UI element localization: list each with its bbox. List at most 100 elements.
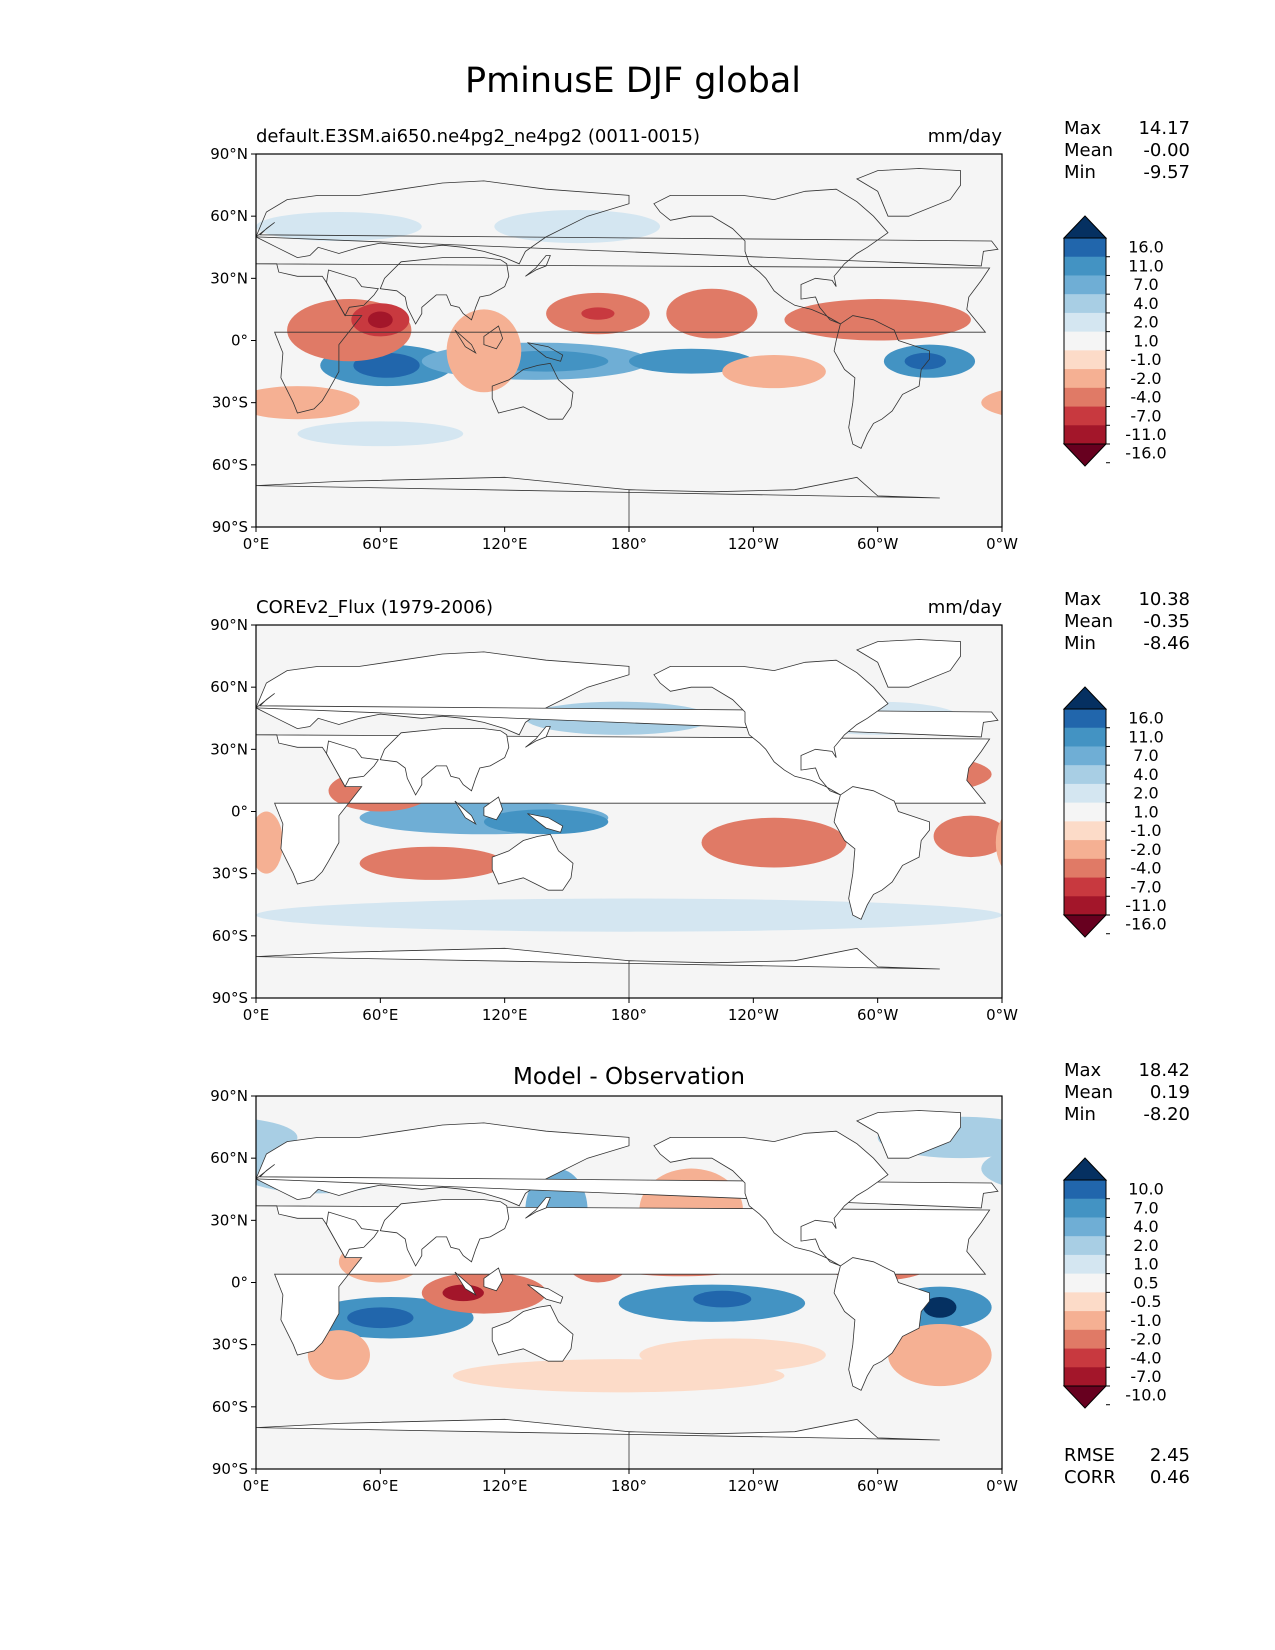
x-tick-label: 180° [611, 1477, 647, 1495]
contour-region [177, 1297, 210, 1318]
colorbar-band [1064, 350, 1106, 370]
contour-region [0, 355, 80, 388]
colorbar-band [1064, 1367, 1106, 1387]
contour-region [904, 352, 947, 370]
stat-value: 18.42 [1138, 1060, 1190, 1081]
colorbar-tick-label: 11.0 [1128, 256, 1164, 275]
contour-region [1230, 351, 1275, 372]
contour-region [0, 818, 101, 868]
y-tick-label: 60°S [212, 1398, 248, 1416]
contour-region [701, 817, 847, 868]
stat-label: Mean [1064, 140, 1113, 161]
contour-region [0, 1285, 59, 1322]
y-tick-label: 60°N [210, 678, 248, 696]
y-tick-label: 30°N [210, 740, 248, 758]
land-outline [326, 1211, 379, 1259]
colorbar-tick-label: -2.0 [1130, 1330, 1161, 1349]
colorbar-bottom-extension [1062, 443, 1108, 467]
colorbar-tick-label: 1.0 [1133, 802, 1158, 821]
stat-value: 10.38 [1138, 589, 1190, 610]
contour-region [0, 1291, 5, 1308]
stat-label: Min [1064, 1104, 1096, 1125]
contour-region [142, 1287, 246, 1328]
contour-region [297, 421, 464, 447]
land-outline [483, 325, 504, 350]
figure-title: PminusE DJF global [465, 61, 801, 101]
map-panel-difference: 0°E 60°E 120°E 180° 120°W 60°W 0°W 90°N 60°N 30°N… [0, 1060, 1275, 1495]
contour-region [442, 1284, 484, 1302]
land-outline [525, 726, 551, 748]
y-tick-label: 90°S [212, 989, 248, 1007]
contour-region [0, 787, 111, 804]
contour-region [722, 355, 826, 389]
contour-region [0, 1338, 80, 1371]
colorbar-tick-label: -16.0 [1125, 915, 1166, 934]
contour-region [995, 818, 1002, 867]
colorbar-bottom-extension [1062, 914, 1108, 938]
x-tick-label: 120°E [482, 535, 528, 553]
contour-region [1189, 1285, 1230, 1302]
stat-label: Min [1064, 633, 1096, 654]
x-tick-label: 60°E [362, 1006, 398, 1024]
contour-region [933, 815, 1002, 858]
land-outline [855, 1110, 961, 1159]
land-outline [525, 1197, 551, 1219]
colorbar-tick-label: 11.0 [1128, 727, 1164, 746]
colorbar-tick-label: 2.0 [1133, 313, 1158, 332]
land-outline [256, 222, 999, 267]
colorbar-tick-label: 4.0 [1133, 765, 1158, 784]
stat-label: CORR [1064, 1467, 1116, 1488]
x-tick-label: 180° [611, 1006, 647, 1024]
colorbar-band [1064, 709, 1106, 729]
contour-region [49, 702, 215, 735]
contour-region [256, 898, 1002, 932]
colorbar-band [1064, 331, 1106, 351]
colorbar-band [1064, 406, 1106, 426]
colorbar-band [1064, 256, 1106, 276]
colorbar-tick-label: 7.0 [1133, 275, 1158, 294]
contour-region [494, 209, 661, 244]
y-tick-label: 60°S [212, 456, 248, 474]
colorbar-band [1064, 1236, 1106, 1256]
contour-region [581, 307, 615, 320]
y-tick-label: 30°S [212, 865, 248, 883]
colorbar-band [1064, 1311, 1106, 1331]
y-tick-label: 90°N [210, 616, 248, 634]
contour-region [1251, 749, 1275, 790]
land-outline [256, 263, 991, 414]
colorbar-tick-label: -2.0 [1130, 369, 1161, 388]
contour-region [1271, 1169, 1275, 1252]
y-tick-label: 60°N [210, 207, 248, 225]
contour-region [446, 309, 522, 393]
colorbar-band [1064, 802, 1106, 822]
contour-region [1168, 343, 1275, 380]
contour-region [1106, 847, 1251, 880]
land-outline [454, 329, 477, 354]
land-outline [256, 180, 630, 265]
stat-label: Min [1064, 162, 1096, 183]
colorbar-band [1064, 1273, 1106, 1293]
colorbar-tick-label: -4.0 [1130, 859, 1161, 878]
x-tick-label: 120°W [728, 535, 779, 553]
contour-region [138, 345, 229, 378]
colorbar-tick-label: 7.0 [1133, 1198, 1158, 1217]
stat-value: -0.35 [1143, 611, 1190, 632]
y-tick-label: 90°N [210, 1087, 248, 1105]
colorbar-tick-label: -7.0 [1130, 877, 1161, 896]
x-tick-label: 0°E [243, 1006, 270, 1024]
land-outline [326, 269, 379, 317]
land-outline [326, 740, 379, 788]
contour-region [256, 386, 360, 420]
colorbar-tick-label: 7.0 [1133, 746, 1158, 765]
x-tick-label: 120°E [482, 1477, 528, 1495]
y-tick-label: 90°S [212, 518, 248, 536]
y-tick-label: 90°N [210, 145, 248, 163]
map-panel-observation: 0°E 60°E 120°E 180° 120°W 60°W 0°W 90°N 60°N 30°N… [0, 589, 1275, 1024]
contour-region [639, 1338, 826, 1372]
land-outline [454, 1271, 477, 1296]
land-outline [491, 362, 574, 420]
land-outline [527, 342, 564, 362]
colorbar-tick-label: 0.5 [1133, 1273, 1158, 1292]
contour-region [159, 353, 200, 370]
